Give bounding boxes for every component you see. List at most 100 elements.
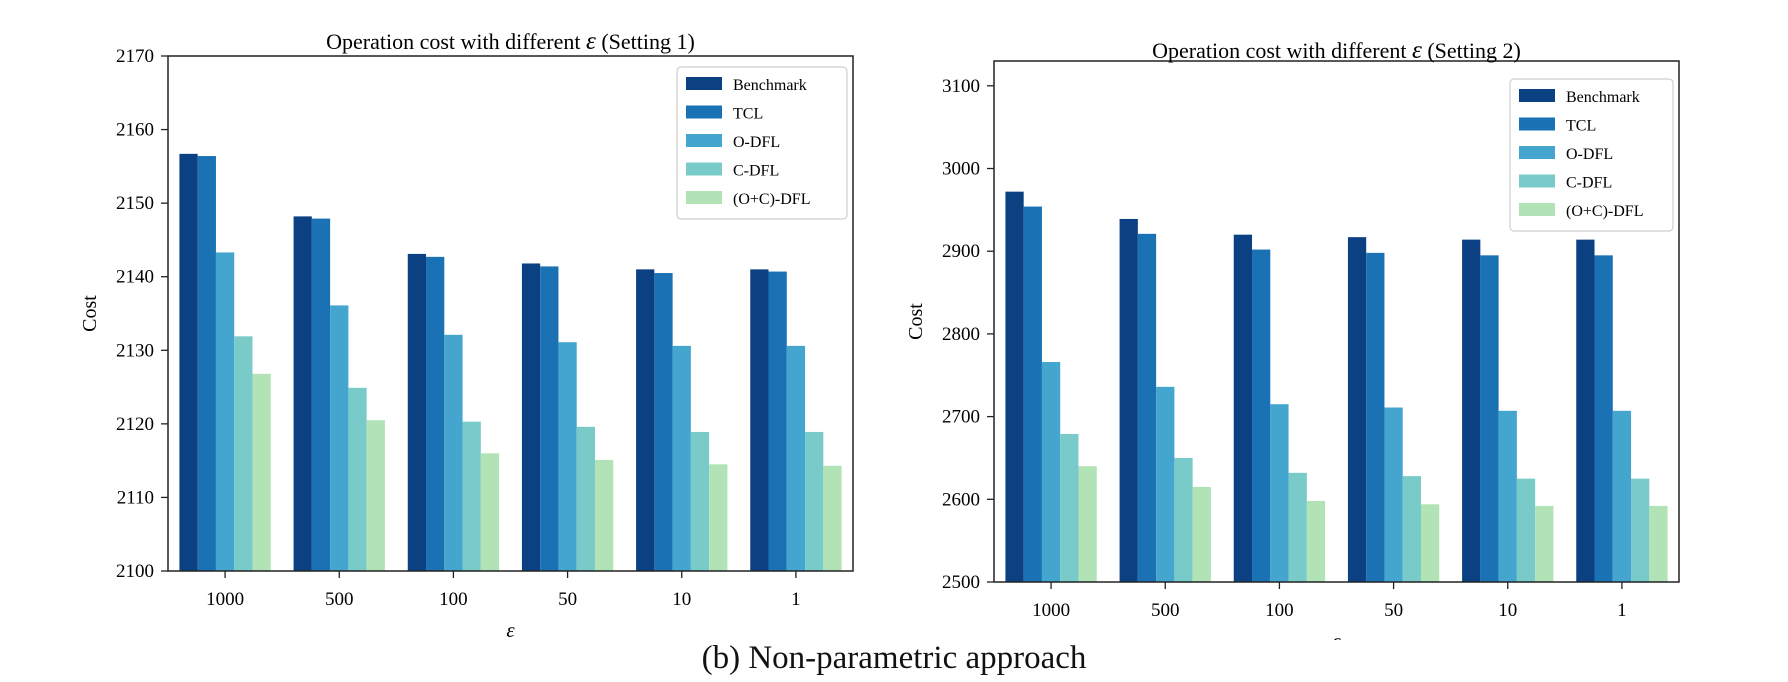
chart-title: Operation cost with different ε (Setting… (326, 28, 695, 55)
bar-o-dfl-100 (1270, 404, 1289, 582)
bar-c-dfl-50 (1402, 476, 1421, 582)
legend-box (1509, 78, 1674, 232)
chart-2: 2500 2600 2700 2800 2900 3000 3100 1000 500 100 50… (905, 37, 1680, 640)
legend-label: O-DFL (1566, 146, 1613, 163)
bar-o-dfl-10 (672, 345, 691, 571)
legend-swatch (686, 77, 722, 90)
bar-o-dfl-50 (1384, 407, 1403, 582)
x-tick-label: 10 (672, 589, 691, 610)
x-tick-label: 500 (1151, 600, 1180, 621)
y-tick-label: 2130 (116, 340, 154, 361)
bar-o-dfl-1000 (1041, 362, 1061, 582)
legend-label: (O+C)-DFL (733, 191, 810, 208)
bar--o-c-dfl-1000 (252, 373, 271, 571)
legend-swatch (686, 105, 722, 119)
bar-c-dfl-100 (1288, 472, 1307, 582)
legend-label: C-DFL (733, 163, 779, 180)
bar-c-dfl-500 (1174, 457, 1193, 582)
bar-benchmark-10 (1462, 239, 1481, 582)
legend-label: Benchmark (733, 77, 807, 94)
chart-title: Operation cost with different ε (Setting… (1152, 37, 1521, 64)
bar-tcl-100 (1252, 249, 1271, 583)
legend-label: TCL (733, 106, 763, 123)
bar--o-c-dfl-1 (1649, 505, 1668, 582)
y-axis-label: Cost (79, 295, 101, 332)
x-tick-label: 50 (558, 589, 577, 610)
chart-1: 2100 2110 2120 2130 2140 2150 2160 2170 1000 500 1… (79, 28, 854, 640)
figure-caption: (b) Non-parametric approach (701, 640, 1087, 676)
y-tick-label: 2800 (942, 324, 980, 345)
bar--o-c-dfl-10 (709, 464, 728, 571)
legend-label: TCL (1566, 118, 1596, 135)
y-tick-label: 2500 (942, 572, 980, 593)
legend-label: O-DFL (733, 134, 780, 151)
y-tick-label: 2170 (116, 46, 154, 67)
bar-c-dfl-500 (348, 387, 367, 571)
y-tick-label: 2150 (116, 193, 154, 214)
y-tick-label: 3000 (942, 159, 980, 180)
x-tick-label: 1000 (1032, 600, 1070, 621)
legend-swatch (1519, 117, 1555, 131)
x-tick-label: 100 (439, 589, 468, 610)
x-tick-label: 1 (791, 589, 801, 610)
bar--o-c-dfl-50 (1420, 504, 1440, 582)
bar-o-dfl-1000 (215, 252, 235, 571)
plot-frame (167, 55, 854, 572)
bar-benchmark-1000 (1005, 191, 1024, 582)
legend-swatch (686, 134, 722, 147)
bar-benchmark-1000 (179, 153, 198, 571)
bar-tcl-1 (768, 271, 787, 571)
bar-benchmark-50 (521, 263, 541, 571)
bar--o-c-dfl-500 (366, 420, 385, 571)
bar-benchmark-500 (293, 216, 312, 571)
legend-swatch (1519, 146, 1555, 159)
bar-c-dfl-1 (1631, 478, 1650, 582)
plot-frame (993, 60, 1680, 583)
legend: Benchmark TCL O-DFL C-DFL (O+C)-DFL (676, 66, 848, 220)
bar-tcl-1 (1594, 255, 1613, 582)
bar--o-c-dfl-1 (823, 465, 842, 571)
bar--o-c-dfl-100 (480, 453, 500, 571)
bar--o-c-dfl-500 (1192, 486, 1211, 582)
bar-o-dfl-1 (1612, 410, 1632, 582)
bar-tcl-50 (1366, 252, 1385, 583)
x-tick-label: 10 (1498, 600, 1517, 621)
x-tick-label: 1000 (206, 589, 244, 610)
bar-tcl-10 (1480, 255, 1499, 582)
bar-benchmark-1 (1576, 239, 1595, 582)
x-tick-label: 500 (325, 589, 354, 610)
bar-c-dfl-10 (690, 431, 710, 571)
x-tick-label: 1 (1617, 600, 1627, 621)
bar-benchmark-500 (1119, 218, 1138, 582)
bar-tcl-1000 (197, 156, 216, 571)
x-tick-label: 100 (1265, 600, 1294, 621)
x-axis-label: ε (506, 618, 515, 640)
bar-c-dfl-10 (1516, 478, 1536, 582)
bar--o-c-dfl-50 (594, 459, 614, 571)
bar-o-dfl-1 (786, 345, 806, 571)
bar-c-dfl-1000 (234, 336, 253, 571)
bar-benchmark-1 (750, 269, 769, 571)
bar-tcl-500 (311, 218, 331, 571)
bar-c-dfl-50 (576, 426, 595, 571)
bar-o-dfl-100 (444, 334, 463, 571)
bar--o-c-dfl-10 (1535, 505, 1554, 582)
bar--o-c-dfl-100 (1306, 500, 1326, 582)
bar-tcl-500 (1137, 233, 1157, 582)
legend-swatch (1519, 174, 1555, 188)
y-tick-label: 2900 (942, 241, 980, 262)
bar-benchmark-10 (636, 269, 655, 571)
y-tick-label: 2600 (942, 489, 980, 510)
legend-swatch (686, 162, 722, 176)
legend-label: Benchmark (1566, 89, 1640, 106)
legend-swatch (1519, 203, 1555, 216)
bar-o-dfl-500 (1156, 386, 1175, 582)
bar-benchmark-100 (407, 253, 427, 571)
x-tick-label: 50 (1384, 600, 1403, 621)
bar-tcl-50 (540, 266, 559, 571)
y-tick-label: 2100 (116, 561, 154, 582)
bar--o-c-dfl-1000 (1078, 466, 1097, 582)
y-tick-label: 2140 (116, 267, 154, 288)
y-tick-label: 2160 (116, 120, 154, 141)
bar-tcl-100 (426, 256, 445, 571)
